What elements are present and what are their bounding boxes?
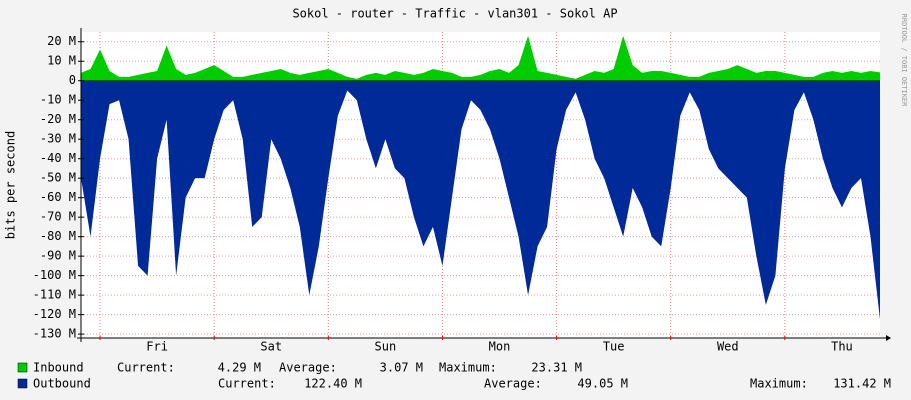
y-tick-label: -20 M: [40, 112, 76, 126]
legend-stat-value: 4.29 M: [218, 361, 261, 375]
y-tick-label: -50 M: [40, 171, 76, 185]
legend-label: Outbound: [33, 377, 91, 391]
x-tick-label: Sat: [260, 340, 282, 354]
y-tick-label: -30 M: [40, 132, 76, 146]
y-tick-label: -100 M: [33, 268, 76, 282]
area: [81, 80, 880, 320]
legend-stat-label: Maximum:: [750, 377, 808, 391]
legend-stat-label: Current:: [117, 361, 175, 375]
y-tick-label: -70 M: [40, 210, 76, 224]
legend-stat-value: 49.05 M: [577, 377, 628, 391]
area: [81, 35, 880, 81]
legend-label: Inbound: [33, 361, 84, 375]
x-tick-label: Mon: [489, 340, 511, 354]
legend-swatch: [17, 362, 28, 373]
chart-title: Sokol - router - Traffic - vlan301 - Sok…: [292, 7, 617, 21]
y-tick-label: 20 M: [47, 34, 76, 48]
x-tick-label: Fri: [146, 340, 168, 354]
x-tick-label: Sun: [375, 340, 397, 354]
y-tick-label: -130 M: [33, 327, 76, 341]
y-tick-label: -10 M: [40, 93, 76, 107]
x-tick-label: Thu: [831, 340, 853, 354]
y-tick-label: -80 M: [40, 229, 76, 243]
x-tick-label: Tue: [603, 340, 625, 354]
axis-arrow: [886, 335, 891, 341]
legend-stat-value: 23.31 M: [531, 361, 582, 375]
legend-swatch: [17, 378, 28, 389]
y-tick-label: 10 M: [47, 54, 76, 68]
watermark: RRDTOOL / TOBI OETIKER: [900, 14, 908, 108]
x-tick-label: Wed: [717, 340, 739, 354]
y-tick-label: -110 M: [33, 288, 76, 302]
y-axis-label: bits per second: [4, 131, 18, 239]
y-tick-label: -60 M: [40, 190, 76, 204]
legend-stat-label: Maximum:: [439, 361, 497, 375]
legend-stat-label: Average:: [279, 361, 337, 375]
legend-stat-value: 131.42 M: [833, 377, 891, 391]
legend-stat-value: 122.40 M: [304, 377, 362, 391]
y-tick-label: -120 M: [33, 307, 76, 321]
legend-stat-value: 3.07 M: [380, 361, 423, 375]
y-tick-label: 0: [69, 73, 76, 87]
legend-stat-label: Average:: [484, 377, 542, 391]
legend-stat-label: Current:: [218, 377, 276, 391]
y-tick-label: -90 M: [40, 249, 76, 263]
y-tick-label: -40 M: [40, 151, 76, 165]
